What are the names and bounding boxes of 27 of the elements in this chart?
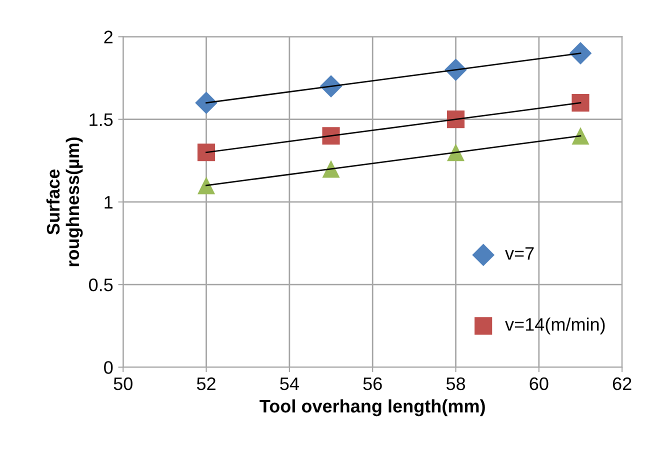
x-tick-label: 50 [114, 377, 132, 390]
legend-label: v=7 [505, 247, 534, 260]
point [572, 127, 590, 145]
point [322, 160, 340, 178]
y-tick-label: 2 [104, 30, 112, 44]
y-tick-label: 0 [104, 361, 113, 374]
y-tick-label: 0.5 [89, 278, 113, 292]
x-tick-label: 60 [530, 377, 548, 390]
point [446, 110, 465, 128]
x-tick-label: 54 [280, 378, 299, 390]
point [444, 58, 467, 81]
legend-label: v=14(m/min) [505, 318, 605, 334]
x-tick-label: 58 [446, 377, 466, 390]
y-axis-title: Surface roughness(µm) [46, 137, 83, 266]
point [197, 144, 216, 162]
point [197, 176, 216, 194]
x-tick-label: 56 [363, 377, 382, 390]
y-tick-label: 1 [104, 196, 113, 208]
x-tick-label: 52 [196, 377, 216, 390]
point [569, 42, 592, 64]
point [446, 144, 465, 162]
x-axis-title: Tool overhang length(mm) [260, 399, 485, 416]
point [572, 94, 590, 112]
y-tick-label: 1.5 [90, 113, 113, 126]
x-tick-label: 62 [612, 377, 632, 390]
point [195, 92, 218, 114]
point [322, 127, 340, 145]
